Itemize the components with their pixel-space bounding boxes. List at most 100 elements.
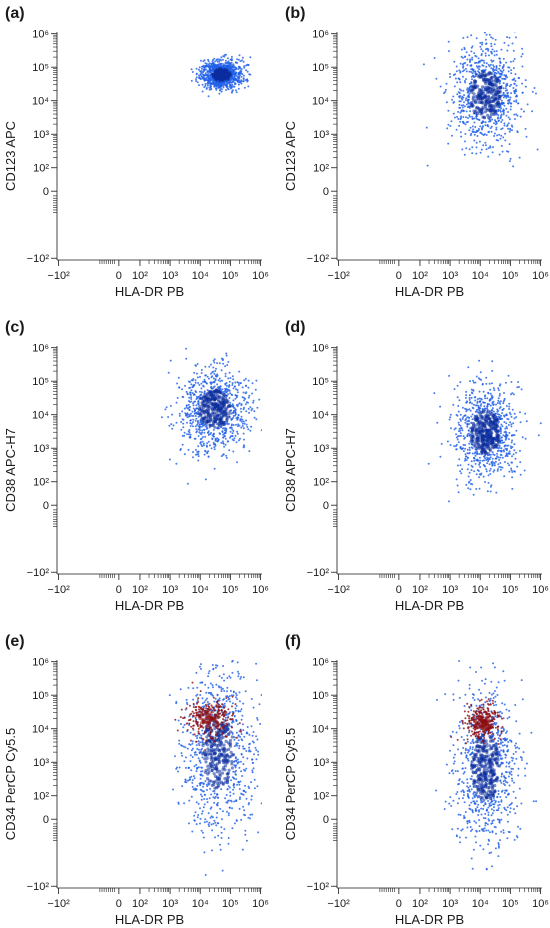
data-point: [459, 62, 462, 65]
data-point: [462, 75, 464, 78]
data-point: [234, 756, 237, 759]
x-tick-label: 10²: [132, 584, 148, 596]
data-point: [508, 36, 511, 39]
data-point: [499, 466, 502, 469]
data-point: [481, 43, 484, 46]
data-point: [484, 38, 487, 41]
data-point: [495, 67, 498, 69]
y-tick-label: −10²: [307, 253, 330, 265]
data-point: [220, 90, 223, 93]
data-point: [220, 826, 223, 829]
data-point: [476, 469, 479, 472]
data-point: [507, 44, 510, 47]
data-point: [483, 419, 487, 423]
data-point: [227, 814, 230, 817]
data-point: [496, 429, 500, 433]
data-point: [242, 74, 245, 77]
data-point: [484, 465, 487, 468]
data-point: [422, 63, 425, 66]
data-point: [477, 404, 480, 407]
data-point: [525, 135, 528, 138]
data-point: [192, 407, 195, 410]
data-point: [224, 59, 227, 62]
data-point: [464, 457, 467, 460]
data-point: [487, 474, 490, 477]
data-point: [245, 731, 248, 734]
data-point: [236, 432, 239, 435]
data-point: [484, 454, 487, 457]
data-point: [183, 453, 186, 456]
data-point: [199, 761, 202, 764]
data-point: [517, 381, 520, 383]
data-point: [498, 465, 501, 468]
data-point: [225, 64, 228, 67]
data-point: [464, 459, 466, 462]
data-point: [505, 74, 508, 77]
data-point: [238, 798, 241, 801]
data-point: [227, 88, 230, 91]
data-point: [487, 95, 491, 99]
data-point: [512, 87, 515, 89]
data-point: [537, 434, 540, 437]
data-point: [488, 33, 491, 36]
data-point: [447, 123, 450, 126]
data-point: [499, 468, 502, 471]
data-point: [238, 783, 241, 786]
data-point: [460, 109, 463, 112]
data-point: [507, 127, 510, 130]
data-point: [205, 691, 208, 694]
data-point: [208, 377, 210, 380]
data-point: [236, 389, 239, 391]
y-tick-label: −10²: [27, 567, 50, 579]
x-tick-label: 0: [116, 898, 122, 910]
data-point: [175, 401, 178, 404]
data-point: [220, 74, 224, 78]
data-point: [497, 120, 500, 122]
data-point: [212, 411, 216, 415]
data-point: [474, 79, 478, 83]
data-point: [224, 716, 227, 719]
data-point: [230, 87, 232, 90]
data-point: [245, 767, 248, 770]
data-point: [491, 48, 494, 51]
data-point: [490, 42, 493, 45]
data-point: [484, 457, 487, 460]
data-point: [216, 407, 220, 411]
data-point: [199, 78, 202, 81]
data-point: [213, 372, 216, 375]
data-point: [491, 407, 494, 410]
data-point: [472, 128, 475, 131]
data-point: [251, 740, 254, 743]
data-point: [510, 461, 513, 464]
data-point: [247, 785, 250, 788]
data-point: [487, 89, 491, 93]
data-point: [269, 409, 271, 411]
data-points: [168, 660, 262, 876]
data-point: [496, 452, 499, 455]
data-point: [467, 481, 470, 484]
data-point: [216, 440, 219, 443]
data-point: [242, 391, 245, 394]
data-point: [212, 443, 215, 446]
data-point: [252, 731, 255, 733]
data-point: [465, 390, 468, 393]
data-point: [459, 432, 462, 435]
data-point: [471, 130, 474, 133]
data-point: [217, 379, 220, 382]
data-point: [481, 422, 485, 426]
data-point: [467, 487, 470, 490]
data-point: [196, 766, 199, 769]
data-point: [197, 740, 200, 743]
data-point: [208, 390, 212, 394]
data-point: [242, 444, 245, 447]
data-point: [509, 421, 512, 424]
data-point: [502, 449, 505, 452]
data-point: [214, 437, 217, 440]
data-point: [427, 462, 430, 465]
data-point: [513, 113, 516, 116]
data-point: [499, 137, 502, 140]
data-point: [217, 781, 222, 785]
data-point: [208, 825, 211, 828]
data-point: [507, 418, 510, 421]
y-tick-label: 10⁶: [32, 343, 49, 355]
